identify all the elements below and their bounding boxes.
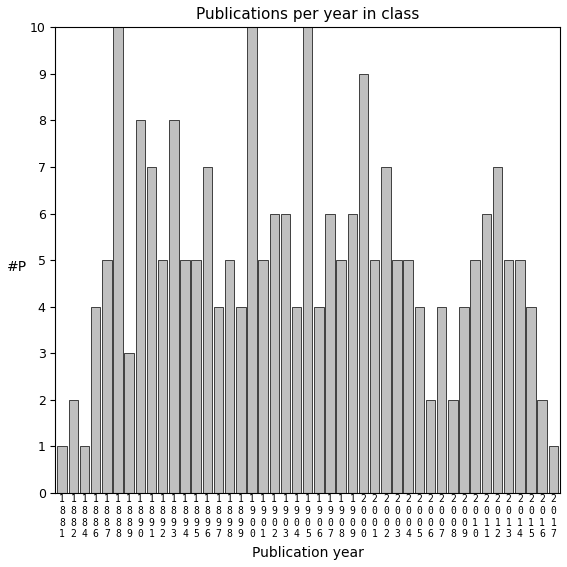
Bar <box>225 260 234 493</box>
Bar <box>515 260 524 493</box>
Bar <box>314 307 324 493</box>
Bar <box>147 167 156 493</box>
Bar <box>57 446 67 493</box>
Bar <box>259 260 268 493</box>
Bar <box>459 307 469 493</box>
Bar <box>169 120 179 493</box>
Bar <box>493 167 502 493</box>
Bar <box>414 307 424 493</box>
Bar <box>471 260 480 493</box>
Bar <box>481 214 491 493</box>
Bar <box>404 260 413 493</box>
Bar <box>303 27 312 493</box>
Bar <box>359 74 369 493</box>
Bar <box>325 214 335 493</box>
Bar <box>236 307 246 493</box>
Bar <box>192 260 201 493</box>
Bar <box>202 167 212 493</box>
Bar <box>426 400 435 493</box>
Bar <box>549 446 558 493</box>
Bar <box>180 260 190 493</box>
Bar <box>269 214 279 493</box>
Bar <box>281 214 290 493</box>
Bar <box>80 446 89 493</box>
Bar <box>91 307 100 493</box>
Bar <box>370 260 379 493</box>
Bar <box>69 400 78 493</box>
Bar <box>247 27 257 493</box>
Bar <box>136 120 145 493</box>
Bar <box>526 307 536 493</box>
Bar <box>158 260 167 493</box>
Title: Publications per year in class: Publications per year in class <box>196 7 420 22</box>
Y-axis label: #P: #P <box>7 260 27 274</box>
Bar <box>504 260 514 493</box>
Bar <box>392 260 402 493</box>
X-axis label: Publication year: Publication year <box>252 546 363 560</box>
Bar <box>113 27 122 493</box>
Bar <box>448 400 458 493</box>
Bar <box>348 214 357 493</box>
Bar <box>214 307 223 493</box>
Bar <box>538 400 547 493</box>
Bar <box>336 260 346 493</box>
Bar <box>292 307 301 493</box>
Bar <box>437 307 446 493</box>
Bar <box>102 260 112 493</box>
Bar <box>381 167 391 493</box>
Bar <box>124 353 134 493</box>
